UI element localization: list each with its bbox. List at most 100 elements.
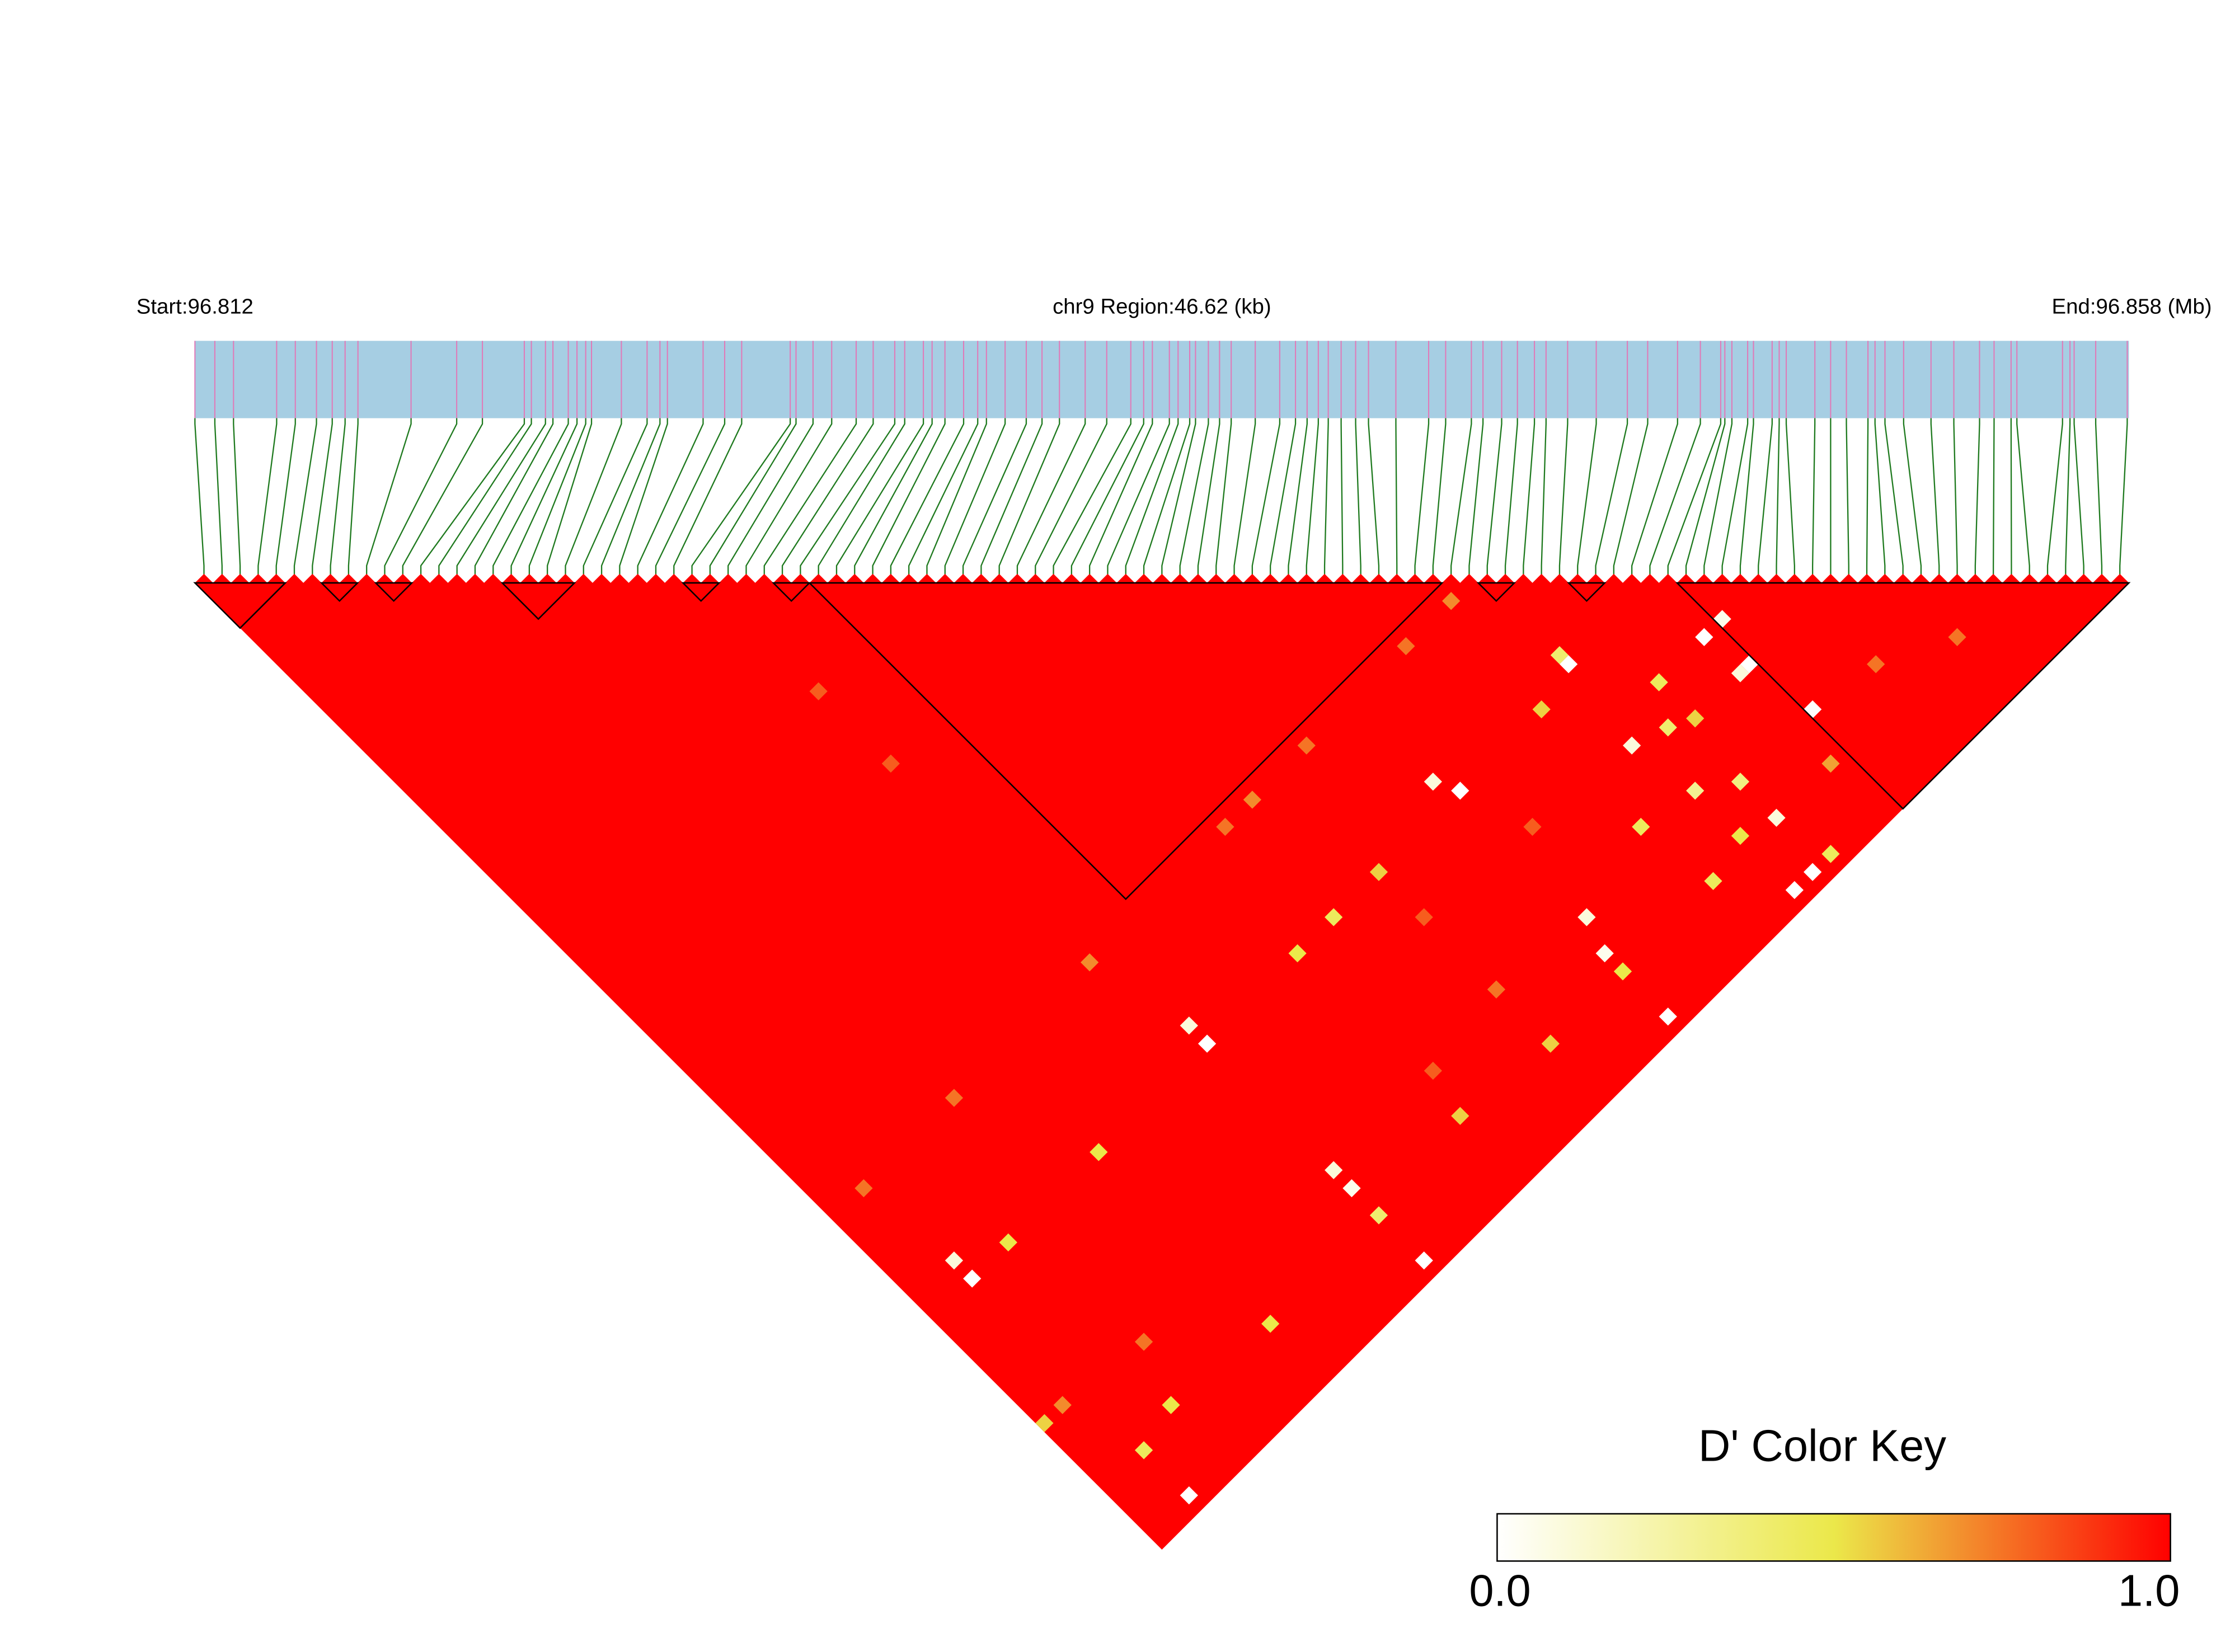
snp-link — [926, 418, 987, 575]
ld-cell — [854, 1179, 873, 1198]
snp-link — [962, 418, 1027, 575]
snp-link — [691, 418, 791, 575]
ld-block — [1476, 582, 1516, 603]
snp-link — [1930, 418, 1940, 575]
snp-link — [2016, 418, 2030, 575]
snp-link — [709, 418, 797, 575]
snp-link — [1215, 418, 1232, 575]
color-key-tick-label: 1.0 — [2118, 1565, 2180, 1615]
ld-cell — [1948, 628, 1966, 646]
snp-link — [1577, 418, 1597, 575]
snp-link — [1107, 418, 1170, 575]
ld-cell — [1704, 872, 1722, 891]
ld-cell — [945, 1251, 964, 1270]
snp-link — [1125, 418, 1179, 575]
region-label: chr9 Region:46.62 (kb) — [1053, 295, 1271, 319]
snp-link — [257, 418, 278, 575]
ld-cell — [1821, 754, 1840, 773]
snp-link — [1874, 418, 1886, 575]
ld-cell — [1731, 826, 1750, 845]
snp-link — [655, 418, 726, 575]
ld-block — [500, 582, 576, 620]
snp-link — [1414, 418, 1430, 575]
ld-cell — [1424, 773, 1443, 791]
snp-link — [619, 418, 668, 575]
color-key-bar — [1496, 1513, 2171, 1562]
ld-cell — [1803, 863, 1822, 881]
snp-link — [275, 418, 296, 575]
snp-link — [1846, 418, 1849, 575]
ld-cell — [1821, 845, 1840, 863]
ld-cell — [1134, 1441, 1153, 1460]
ld-block — [320, 582, 360, 603]
snp-link — [366, 418, 412, 575]
snp-link — [1667, 418, 1722, 575]
snp-link — [1161, 418, 1196, 575]
ld-cell — [1180, 1016, 1198, 1035]
snp-link — [1631, 418, 1678, 575]
snp-link — [745, 418, 833, 575]
ld-cell — [1632, 817, 1650, 836]
ld-cell — [1595, 944, 1614, 963]
snp-link — [492, 418, 569, 575]
snp-link — [1558, 418, 1569, 575]
genome-track — [195, 341, 2129, 418]
ld-cell — [1162, 1396, 1180, 1414]
ld-block — [681, 582, 721, 603]
ld-cell — [1767, 808, 1786, 827]
ld-cell — [1053, 1396, 1072, 1414]
snp-link — [1992, 418, 1995, 575]
snp-link — [781, 418, 874, 575]
snp-link — [1251, 418, 1281, 575]
ld-cell — [1451, 782, 1469, 800]
ld-cell — [1695, 628, 1713, 646]
snp-link — [1432, 418, 1447, 575]
snp-link — [2073, 418, 2084, 575]
snp-link — [1776, 418, 1780, 575]
snp-link — [944, 418, 1006, 575]
color-key-tick-label: 0.0 — [1469, 1565, 1530, 1615]
ld-block — [1675, 582, 2131, 810]
snp-link — [510, 418, 578, 575]
snp-link — [1323, 418, 1329, 575]
snp-link — [1811, 418, 1816, 575]
snp-link — [1884, 418, 1904, 575]
snp-link — [194, 418, 205, 575]
ld-cell — [1415, 908, 1433, 926]
snp-link — [402, 418, 483, 575]
ld-cell — [1785, 881, 1804, 900]
snp-link — [233, 418, 241, 575]
snp-link — [1541, 418, 1547, 575]
ld-cell — [1216, 817, 1234, 836]
snp-link — [565, 418, 622, 575]
ld-cell — [1397, 637, 1415, 656]
snp-link — [1270, 418, 1297, 575]
ld-cell — [1090, 1143, 1108, 1161]
snp-link — [528, 418, 586, 575]
ld-block — [807, 582, 1444, 900]
snp-link — [854, 418, 933, 575]
snp-link — [348, 418, 359, 575]
snp-link — [998, 418, 1060, 575]
snp-link — [1450, 418, 1472, 575]
snp-link — [673, 418, 743, 575]
snp-link — [2119, 418, 2128, 575]
snp-link — [890, 418, 965, 575]
snp-link — [474, 418, 554, 575]
snp-link — [1035, 418, 1107, 575]
snp-link — [818, 418, 905, 575]
snp-link — [637, 418, 704, 575]
snp-link — [2046, 418, 2063, 575]
start-label: Start:96.812 — [137, 295, 253, 319]
snp-link — [583, 418, 648, 575]
snp-link — [1595, 418, 1628, 575]
ld-cell — [1550, 646, 1569, 665]
snp-link — [1486, 418, 1502, 575]
snp-link — [1053, 418, 1131, 575]
snp-link — [1758, 418, 1773, 575]
snp-link — [1070, 418, 1144, 575]
snp-link — [1395, 418, 1398, 575]
snp-link — [330, 418, 346, 575]
snp-link — [2095, 418, 2103, 575]
snp-link — [872, 418, 946, 575]
